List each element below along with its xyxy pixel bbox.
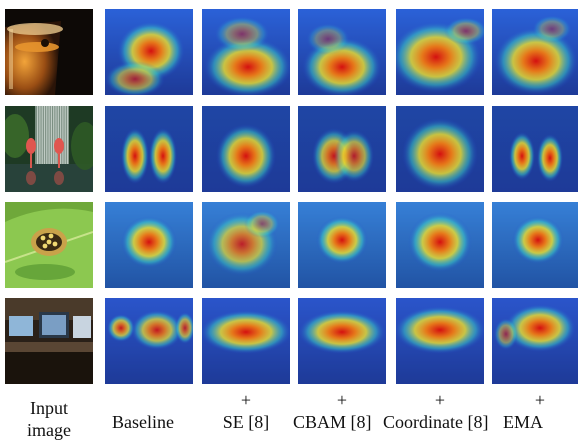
attention-heatmap xyxy=(492,298,578,384)
attention-heatmap xyxy=(105,298,193,384)
attention-heatmap xyxy=(396,202,484,288)
caption-input-bottom: image xyxy=(27,420,71,440)
attention-heatmap xyxy=(492,106,578,192)
attention-heatmap xyxy=(396,106,484,192)
input-photo xyxy=(5,202,93,288)
caption-cbam-plus: + xyxy=(336,390,348,410)
caption-se-plus: + xyxy=(240,390,252,410)
tile-cup-cbam xyxy=(298,9,386,95)
attention-heatmap xyxy=(492,202,578,288)
tile-desk-cbam xyxy=(298,298,386,384)
attention-heatmap xyxy=(298,9,386,95)
attention-heatmap xyxy=(202,106,290,192)
tile-cup-se xyxy=(202,9,290,95)
attention-heatmap xyxy=(105,202,193,288)
input-photo xyxy=(5,106,93,192)
caption-ema-plus: + xyxy=(534,390,546,410)
caption-coordinate: Coordinate [8] xyxy=(383,412,489,432)
attention-heatmap xyxy=(396,9,484,95)
attention-heatmap xyxy=(202,9,290,95)
tile-beetle-input xyxy=(5,202,93,288)
tile-flamingos-cbam xyxy=(298,106,386,192)
tile-cup-input xyxy=(5,9,93,95)
attention-heatmap xyxy=(298,202,386,288)
tile-cup-baseline xyxy=(105,9,193,95)
input-photo xyxy=(5,9,93,95)
caption-input-top: Input xyxy=(30,398,68,418)
tile-cup-coordinate xyxy=(396,9,484,95)
attention-heatmap xyxy=(202,202,290,288)
caption-coordinate-plus: + xyxy=(434,390,446,410)
attention-heatmap xyxy=(202,298,290,384)
tile-beetle-baseline xyxy=(105,202,193,288)
attention-heatmap xyxy=(396,298,484,384)
attention-heatmap xyxy=(105,9,193,95)
tile-cup-ema xyxy=(492,9,578,95)
tile-beetle-ema xyxy=(492,202,578,288)
caption-ema: EMA xyxy=(503,412,543,432)
caption-baseline: Baseline xyxy=(112,412,174,432)
tile-flamingos-input xyxy=(5,106,93,192)
tile-desk-baseline xyxy=(105,298,193,384)
tile-beetle-coordinate xyxy=(396,202,484,288)
tile-flamingos-se xyxy=(202,106,290,192)
tile-desk-coordinate xyxy=(396,298,484,384)
caption-se: SE [8] xyxy=(222,412,270,432)
tile-desk-ema xyxy=(492,298,578,384)
tile-flamingos-coordinate xyxy=(396,106,484,192)
tile-flamingos-baseline xyxy=(105,106,193,192)
tile-flamingos-ema xyxy=(492,106,578,192)
tile-desk-se xyxy=(202,298,290,384)
caption-cbam: CBAM [8] xyxy=(293,412,372,432)
attention-heatmap xyxy=(298,298,386,384)
attention-heatmap xyxy=(298,106,386,192)
tile-beetle-se xyxy=(202,202,290,288)
attention-heatmap xyxy=(105,106,193,192)
tile-beetle-cbam xyxy=(298,202,386,288)
attention-heatmap xyxy=(492,9,578,95)
tile-desk-input xyxy=(5,298,93,384)
input-photo xyxy=(5,298,93,384)
